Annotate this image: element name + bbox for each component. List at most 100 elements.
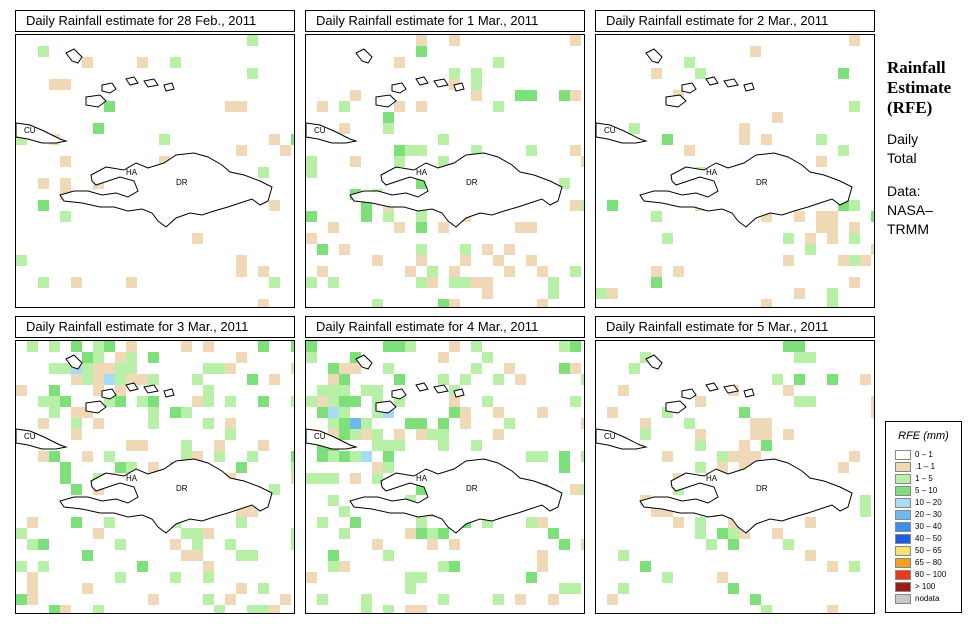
rain-cell bbox=[394, 440, 405, 451]
map-canvas: CU HA DR bbox=[16, 35, 294, 307]
cuba-coastline bbox=[16, 122, 68, 144]
rain-cell bbox=[394, 341, 405, 352]
rain-cell bbox=[394, 101, 405, 112]
rain-cell bbox=[449, 407, 460, 418]
rain-cell bbox=[662, 572, 673, 583]
rain-cell bbox=[115, 539, 126, 550]
rain-cell bbox=[104, 374, 115, 385]
rain-cell bbox=[570, 200, 581, 211]
map-canvas: CU HA DR bbox=[596, 341, 874, 613]
rain-cell bbox=[236, 583, 247, 594]
rain-cell bbox=[416, 145, 427, 156]
rain-cell bbox=[849, 200, 860, 211]
rain-cell bbox=[471, 145, 482, 156]
legend-swatch bbox=[895, 582, 911, 592]
rain-cell bbox=[849, 255, 860, 266]
cuba-coastline bbox=[596, 428, 648, 450]
rain-cell bbox=[849, 277, 860, 288]
bahamas-island bbox=[415, 76, 429, 86]
rain-cell bbox=[181, 407, 192, 418]
rain-cell bbox=[328, 277, 339, 288]
rain-cell bbox=[651, 211, 662, 222]
rain-cell bbox=[71, 517, 82, 528]
rain-cell bbox=[559, 341, 570, 352]
rain-cell bbox=[772, 528, 783, 539]
rain-cell bbox=[192, 233, 203, 244]
hispaniola-coastline bbox=[639, 458, 853, 534]
rain-cell bbox=[339, 101, 350, 112]
rain-cell bbox=[93, 123, 104, 134]
rain-cell bbox=[416, 222, 427, 233]
rain-cell bbox=[291, 134, 294, 145]
rain-cell bbox=[181, 341, 192, 352]
rain-cell bbox=[104, 341, 115, 352]
rain-cell bbox=[838, 462, 849, 473]
rain-cell bbox=[471, 277, 482, 288]
rain-cell bbox=[339, 123, 350, 134]
legend-title: RFE (mm) bbox=[898, 430, 949, 442]
rain-cell bbox=[104, 451, 115, 462]
rain-cell bbox=[596, 288, 607, 299]
rain-cell bbox=[93, 528, 104, 539]
rain-cell bbox=[372, 429, 383, 440]
rain-cell bbox=[159, 134, 170, 145]
rain-cell bbox=[170, 57, 181, 68]
rain-cell bbox=[339, 244, 350, 255]
rain-cell bbox=[504, 418, 515, 429]
rain-cell bbox=[618, 385, 629, 396]
rain-cell bbox=[49, 605, 60, 613]
rain-cell bbox=[137, 440, 148, 451]
bahamas-island bbox=[415, 382, 429, 392]
rain-cell bbox=[805, 352, 816, 363]
rain-cell bbox=[537, 299, 548, 307]
rain-cell bbox=[427, 539, 438, 550]
bahamas-island bbox=[85, 94, 107, 108]
legend-label: nodata bbox=[915, 594, 940, 603]
rain-cell bbox=[350, 429, 361, 440]
rain-cell bbox=[372, 407, 383, 418]
panel-title: Daily Rainfall estimate for 3 Mar., 2011 bbox=[15, 316, 295, 338]
rain-cell bbox=[794, 288, 805, 299]
rain-cell bbox=[236, 101, 247, 112]
rain-cell bbox=[236, 352, 247, 363]
bahamas-island bbox=[85, 400, 107, 414]
rain-cell bbox=[684, 145, 695, 156]
rain-cell bbox=[717, 462, 728, 473]
rain-cell bbox=[871, 407, 874, 418]
rain-cell bbox=[82, 550, 93, 561]
rain-cell bbox=[559, 363, 570, 374]
rain-cell bbox=[181, 528, 192, 539]
rain-cell bbox=[317, 101, 328, 112]
panel-title: Daily Rainfall estimate for 4 Mar., 2011 bbox=[305, 316, 585, 338]
rain-cell bbox=[493, 255, 504, 266]
rain-cell bbox=[827, 222, 838, 233]
bahamas-island bbox=[705, 382, 719, 392]
rain-cell bbox=[504, 363, 515, 374]
country-label-ha: HA bbox=[126, 168, 138, 177]
rain-cell bbox=[405, 605, 416, 613]
rain-cell bbox=[328, 396, 339, 407]
rain-cell bbox=[247, 550, 258, 561]
rain-cell bbox=[416, 429, 427, 440]
rain-cell bbox=[93, 605, 104, 613]
bahamas-island bbox=[433, 384, 449, 394]
rain-cell bbox=[247, 506, 258, 517]
rain-cell bbox=[203, 572, 214, 583]
rain-cell bbox=[816, 156, 827, 167]
rain-cell bbox=[794, 374, 805, 385]
bahamas-island bbox=[453, 388, 465, 398]
rain-cell bbox=[739, 407, 750, 418]
rain-cell bbox=[581, 484, 584, 495]
rain-cell bbox=[559, 90, 570, 101]
legend-swatch bbox=[895, 450, 911, 460]
rain-cell bbox=[849, 451, 860, 462]
legend-label: 80 – 100 bbox=[915, 570, 947, 579]
rain-cell bbox=[372, 440, 383, 451]
rain-cell bbox=[515, 374, 526, 385]
rain-cell bbox=[662, 451, 673, 462]
rain-cell bbox=[640, 352, 651, 363]
bahamas-island bbox=[101, 82, 117, 94]
rain-cell bbox=[816, 134, 827, 145]
rain-cell bbox=[570, 35, 581, 46]
rain-cell bbox=[317, 473, 328, 484]
